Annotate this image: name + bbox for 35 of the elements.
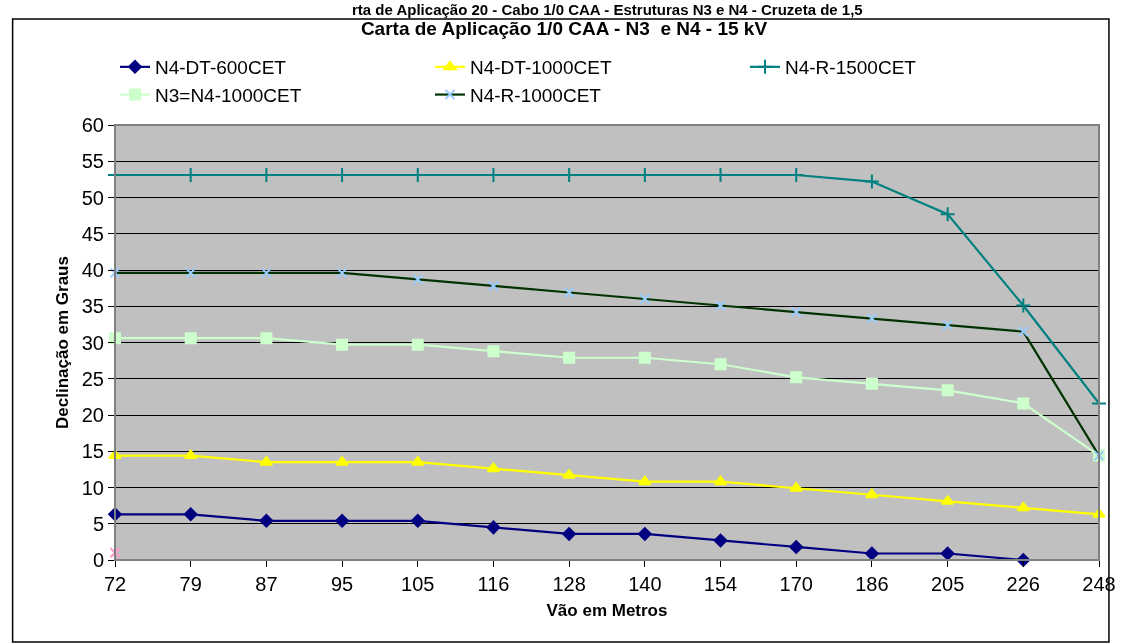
x-tick-label: 116 xyxy=(477,573,510,595)
x-tick-label: 154 xyxy=(703,573,738,595)
x-tick-label: 128 xyxy=(552,573,586,595)
x-tick-label: 170 xyxy=(779,573,813,595)
x-tick-label: 95 xyxy=(330,573,354,595)
legend-label: N4-R-1000CET xyxy=(470,84,602,106)
y-tick-label: 45 xyxy=(81,222,104,245)
y-tick-label: 35 xyxy=(81,295,104,318)
x-axis-title: Vão em Metros xyxy=(546,601,668,621)
y-tick-label: 20 xyxy=(81,404,104,426)
x-tick-label: 205 xyxy=(930,573,965,595)
x-tick-label: 140 xyxy=(628,573,662,595)
y-tick-label: 60 xyxy=(81,114,104,136)
legend-label: N4-DT-1000CET xyxy=(470,57,612,79)
chart-title: Carta de Aplicação 1/0 CAA - N3 e N4 - 15 kV xyxy=(360,18,768,40)
x-tick-label: 79 xyxy=(179,573,202,595)
x-tick-label: 105 xyxy=(401,573,435,595)
legend-label: N4-DT-600CET xyxy=(155,57,287,79)
y-tick-label: 15 xyxy=(81,440,104,463)
y-axis-title: Declinação em Graus xyxy=(53,256,73,429)
y-tick-label: 50 xyxy=(81,186,104,209)
y-tick-label: 40 xyxy=(81,259,104,281)
y-tick-label: 30 xyxy=(81,331,104,354)
y-tick-label: 55 xyxy=(81,150,104,173)
x-tick-label: 226 xyxy=(1006,573,1040,595)
y-tick-label: 5 xyxy=(92,512,104,535)
text: rta de Aplicação 20 - Cabo 1/0 CAA - Estruturas N3 e N4 - Cruzeta de 1,5 xyxy=(352,1,863,18)
y-tick-label: 25 xyxy=(81,367,104,390)
legend-label: N4-R-1500CET xyxy=(785,57,917,79)
x-tick-label: 186 xyxy=(855,573,889,595)
x-tick-label: 87 xyxy=(255,573,278,595)
legend-label: N3=N4-1000CET xyxy=(155,84,302,106)
y-tick-label: 0 xyxy=(92,549,104,571)
y-tick-label: 10 xyxy=(81,476,104,499)
x-tick-label: 72 xyxy=(103,573,127,595)
